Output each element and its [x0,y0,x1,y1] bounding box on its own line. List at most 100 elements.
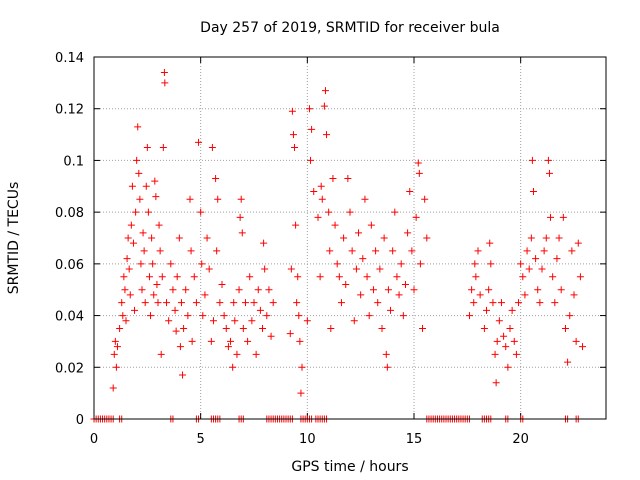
x-tick-label: 0 [90,432,98,447]
data-point [476,291,484,299]
data-point [561,325,569,332]
data-point [127,221,135,229]
data-point [192,299,200,307]
data-point [132,208,140,216]
data-point [423,234,431,242]
data-point [230,299,238,307]
data-point [267,332,275,340]
data-point [144,208,152,216]
data-point [395,291,403,299]
data-point [128,182,136,190]
data-point [213,247,221,255]
data-point [160,69,168,77]
data-point [147,312,155,320]
data-point [401,281,409,289]
data-point [298,363,306,371]
x-tick-label: 15 [406,432,423,447]
data-point [508,306,516,314]
data-point [566,312,574,320]
data-point [406,187,414,195]
points-layer [90,69,587,423]
data-point [133,156,141,164]
data-point [136,195,144,203]
data-point [372,247,380,255]
data-point [161,79,169,87]
data-point [154,299,162,307]
data-point [152,193,160,201]
data-point [321,87,329,95]
data-point [123,255,131,263]
data-point [110,350,118,358]
data-point [173,273,181,281]
data-point [145,273,153,281]
data-point [528,156,536,164]
data-point [542,234,550,242]
data-point [287,265,295,273]
data-point [348,247,356,255]
data-point [404,229,412,237]
data-point [545,169,553,177]
data-point [239,325,247,332]
data-point [549,273,557,281]
data-point [557,286,565,294]
data-point [140,247,148,255]
data-point [172,327,180,335]
data-point [408,247,416,255]
data-point [244,337,252,345]
data-point [472,273,480,281]
data-point [547,213,555,221]
data-point [158,273,166,281]
data-point [203,234,211,242]
chart-title: Day 257 of 2019, SRMTID for receiver bul… [200,20,500,36]
data-point [391,208,399,216]
data-point [131,306,139,314]
y-tick-label: 0 [76,413,84,428]
data-point [190,273,198,281]
data-point [303,317,311,325]
data-point [129,239,137,247]
data-point [389,247,397,255]
data-point [151,177,159,185]
data-point [326,247,334,255]
data-point [495,317,503,325]
data-point [527,234,535,242]
data-point [241,299,249,307]
data-point [163,299,171,307]
data-point [483,306,491,314]
data-point [331,221,339,229]
y-tick-label: 0.02 [55,361,84,376]
data-point [350,317,358,325]
y-tick-label: 0.08 [55,206,84,221]
data-point [415,169,423,177]
data-point [208,144,216,151]
data-point [269,299,277,307]
data-point [199,312,207,320]
data-point [504,363,512,371]
data-point [109,384,117,392]
plot-frame [93,56,607,420]
data-point [167,260,175,268]
data-point [374,299,382,307]
data-point [233,350,241,358]
data-point [186,195,194,203]
data-point [159,144,167,151]
data-point [216,299,224,307]
data-point [419,325,427,332]
data-point [365,312,373,320]
data-point [378,325,386,332]
data-point [576,273,584,281]
data-point [534,286,542,294]
y-axis-label: SRMTID / TECUs [6,182,22,295]
data-point [525,265,533,273]
data-point [536,299,544,307]
data-point [171,306,179,314]
data-point [236,213,244,221]
data-point [512,350,520,358]
data-point [355,229,363,237]
data-point [246,273,254,281]
data-point [380,234,388,242]
data-point [564,358,572,366]
data-point [227,337,235,345]
data-point [141,299,149,307]
